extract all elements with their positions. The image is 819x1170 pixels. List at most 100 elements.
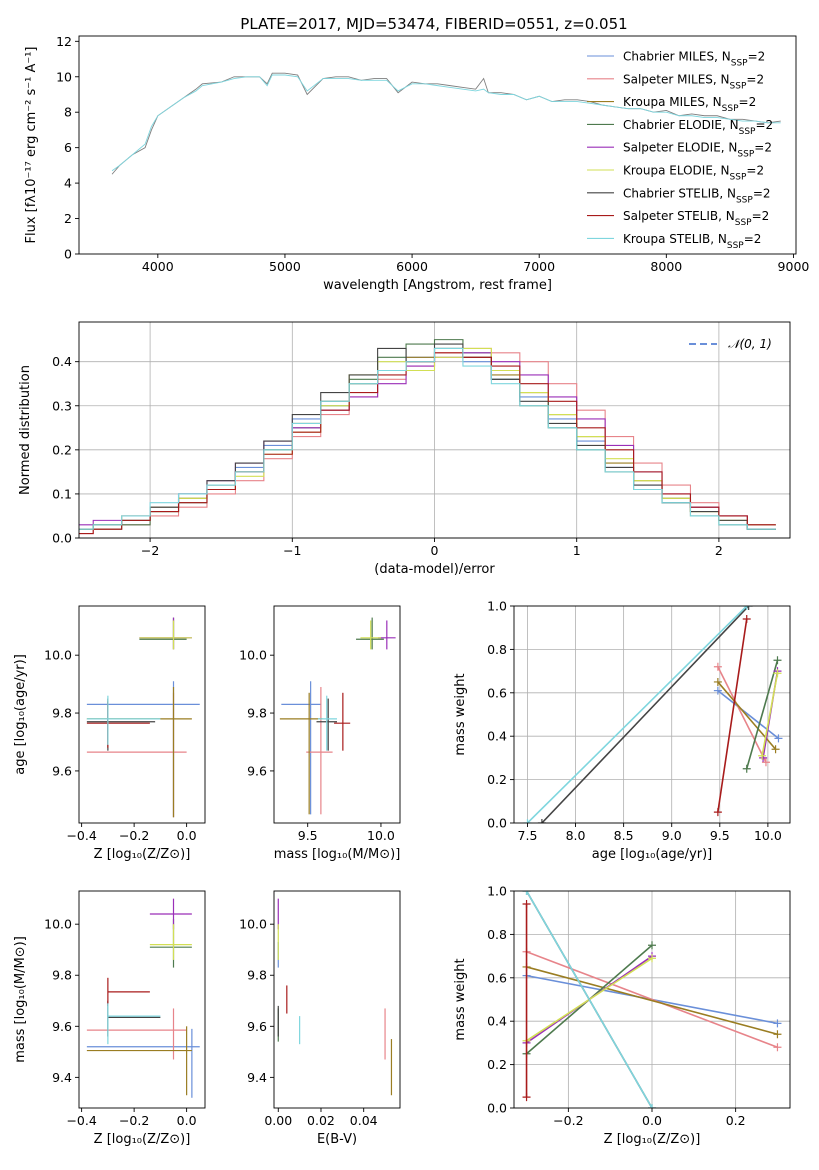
marker-Kroupa ELODIE [773, 669, 782, 678]
series-Kroupa ELODIE [79, 347, 776, 530]
legend-label: Kroupa ELODIE, NSSP=2 [623, 164, 764, 183]
marker-Kroupa ELODIE [648, 954, 656, 963]
x-axis-label: wavelength [Angstrom, rest frame] [323, 278, 552, 293]
x-tick-label: 0 [431, 543, 439, 558]
figure-title: PLATE=2017, MJD=53474, FIBERID=0551, z=0… [240, 15, 627, 33]
legend-label: Salpeter ELODIE, NSSP=2 [623, 141, 772, 160]
plot-area-mass_vs_EBV [277, 898, 393, 1096]
y-tick-label: 10.0 [44, 648, 72, 663]
x-tick-label: 4000 [142, 259, 174, 274]
series-Chabrier ELODIE [745, 660, 779, 769]
x-tick-label: 9.5 [298, 828, 318, 843]
plot-area-age_vs_Z [86, 617, 200, 818]
plot-area-age_vs_mass [279, 617, 396, 815]
y-tick-label: 2 [64, 211, 72, 226]
x-tick-label: 2 [715, 543, 723, 558]
y-tick-label: 0 [64, 247, 72, 262]
y-tick-label: 9.8 [247, 968, 267, 983]
y-tick-label: 0.2 [487, 772, 507, 787]
x-tick-label: −0.2 [119, 828, 149, 843]
y-tick-label: 10.0 [44, 917, 72, 932]
y-tick-label: 8 [64, 105, 72, 120]
x-tick-label: 9.0 [662, 828, 682, 843]
y-tick-label: 0.4 [487, 729, 507, 744]
axes-frame [78, 605, 206, 824]
series-Salpeter STELIB [79, 352, 776, 535]
x-axis-label: Z [log₁₀(Z/Z⊙)] [94, 847, 191, 862]
series-data [111, 72, 781, 175]
x-tick-label: 0.04 [350, 1113, 378, 1128]
y-axis-label: mass weight [453, 958, 468, 1040]
series-Kroupa MILES [526, 966, 778, 1035]
x-tick-label: −0.4 [66, 828, 96, 843]
x-tick-label: 0.02 [307, 1113, 335, 1128]
x-tick-label: −1 [283, 543, 301, 558]
y-tick-label: 0.0 [487, 1101, 507, 1116]
panel-residuals: −2 −1 0 1 2 0.0 0.1 0.2 0.3 0.4 (data-model)/error… [18, 321, 791, 577]
y-tick-label: 6 [64, 140, 72, 155]
y-tick-label: 9.6 [52, 1019, 72, 1034]
y-tick-label: 0.0 [487, 816, 507, 831]
marker-Salpeter MILES [761, 758, 770, 767]
series-Chabrier ELODIE [79, 339, 776, 530]
legend-label: Chabrier MILES, NSSP=2 [623, 50, 765, 69]
series-Kroupa ELODIE [761, 673, 779, 756]
axes-frame [513, 605, 791, 824]
x-axis-label: (data-model)/error [374, 562, 495, 577]
y-axis-label: age [log₁₀(age/yr)] [13, 654, 28, 775]
y-tick-label: 4 [64, 176, 72, 191]
y-axis-label: mass weight [453, 673, 468, 755]
marker-Chabrier MILES [774, 734, 783, 743]
plot-area-mass_vs_Z [86, 898, 200, 1098]
x-tick-label: 8000 [650, 259, 682, 274]
series-Chabrier MILES [79, 347, 776, 530]
y-tick-label: 0.0 [52, 531, 72, 546]
series-Salpeter ELODIE [79, 352, 776, 526]
panel-mass_vs_Z: −0.4 −0.2 0.0 9.4 9.6 9.8 10.0 Z [log₁₀(Z/Z⊙)] m… [13, 890, 206, 1147]
x-axis-label: age [log₁₀(age/yr)] [592, 847, 713, 862]
marker-Chabrier MILES [713, 686, 722, 695]
x-axis-label: Z [log₁₀(Z/Z⊙)] [94, 1132, 191, 1147]
x-tick-label: 9000 [778, 259, 810, 274]
panel-mass_vs_EBV: 0.00 0.02 0.04 9.4 9.6 9.8 10.0 E(B-V) [239, 890, 401, 1147]
plot-area-residuals [79, 339, 776, 535]
series-Chabrier STELIB [79, 343, 776, 530]
plot-area-massweight_vs_age [523, 606, 783, 823]
axes-frame [273, 890, 401, 1109]
legend-label: Chabrier ELODIE, NSSP=2 [623, 118, 773, 137]
y-tick-label: 9.6 [52, 763, 72, 778]
y-tick-label: 0.6 [487, 970, 507, 985]
marker-Salpeter MILES [773, 1043, 782, 1052]
legend-label: Kroupa MILES, NSSP=2 [623, 95, 756, 114]
y-tick-label: 1.0 [487, 884, 507, 899]
x-tick-label: −0.4 [66, 1113, 96, 1128]
y-tick-label: 12 [56, 34, 72, 49]
legend-label: Salpeter STELIB, NSSP=2 [623, 209, 769, 228]
series-Salpeter MILES [526, 951, 778, 1048]
y-tick-label: 10.0 [239, 917, 267, 932]
series-Salpeter MILES [79, 347, 776, 535]
y-tick-label: 10.0 [239, 648, 267, 663]
x-tick-label: 0.2 [726, 1113, 746, 1128]
axes-frame [78, 890, 206, 1109]
x-tick-label: 9.5 [710, 828, 730, 843]
y-tick-label: 9.4 [247, 1070, 267, 1085]
x-tick-label: 8.0 [566, 828, 586, 843]
x-axis-label: Z [log₁₀(Z/Z⊙)] [604, 1132, 701, 1147]
x-tick-label: −0.2 [553, 1113, 583, 1128]
y-tick-label: 0.4 [487, 1014, 507, 1029]
y-axis-label: mass [log₁₀(M/M⊙)] [13, 936, 28, 1063]
y-tick-label: 9.4 [52, 1070, 72, 1085]
x-tick-label: 0.00 [264, 1113, 292, 1128]
marker-Salpeter STELIB [713, 808, 722, 817]
y-tick-label: 0.6 [487, 685, 507, 700]
y-tick-label: 9.8 [52, 968, 72, 983]
marker-Chabrier STELIB [744, 606, 753, 610]
series-Kroupa STELIB [526, 606, 748, 823]
x-tick-label: 7000 [523, 259, 555, 274]
series-Salpeter MILES [717, 666, 767, 763]
x-tick-label: 0.0 [177, 828, 197, 843]
marker-Kroupa STELIB [742, 606, 751, 610]
marker-Kroupa MILES [771, 745, 780, 754]
